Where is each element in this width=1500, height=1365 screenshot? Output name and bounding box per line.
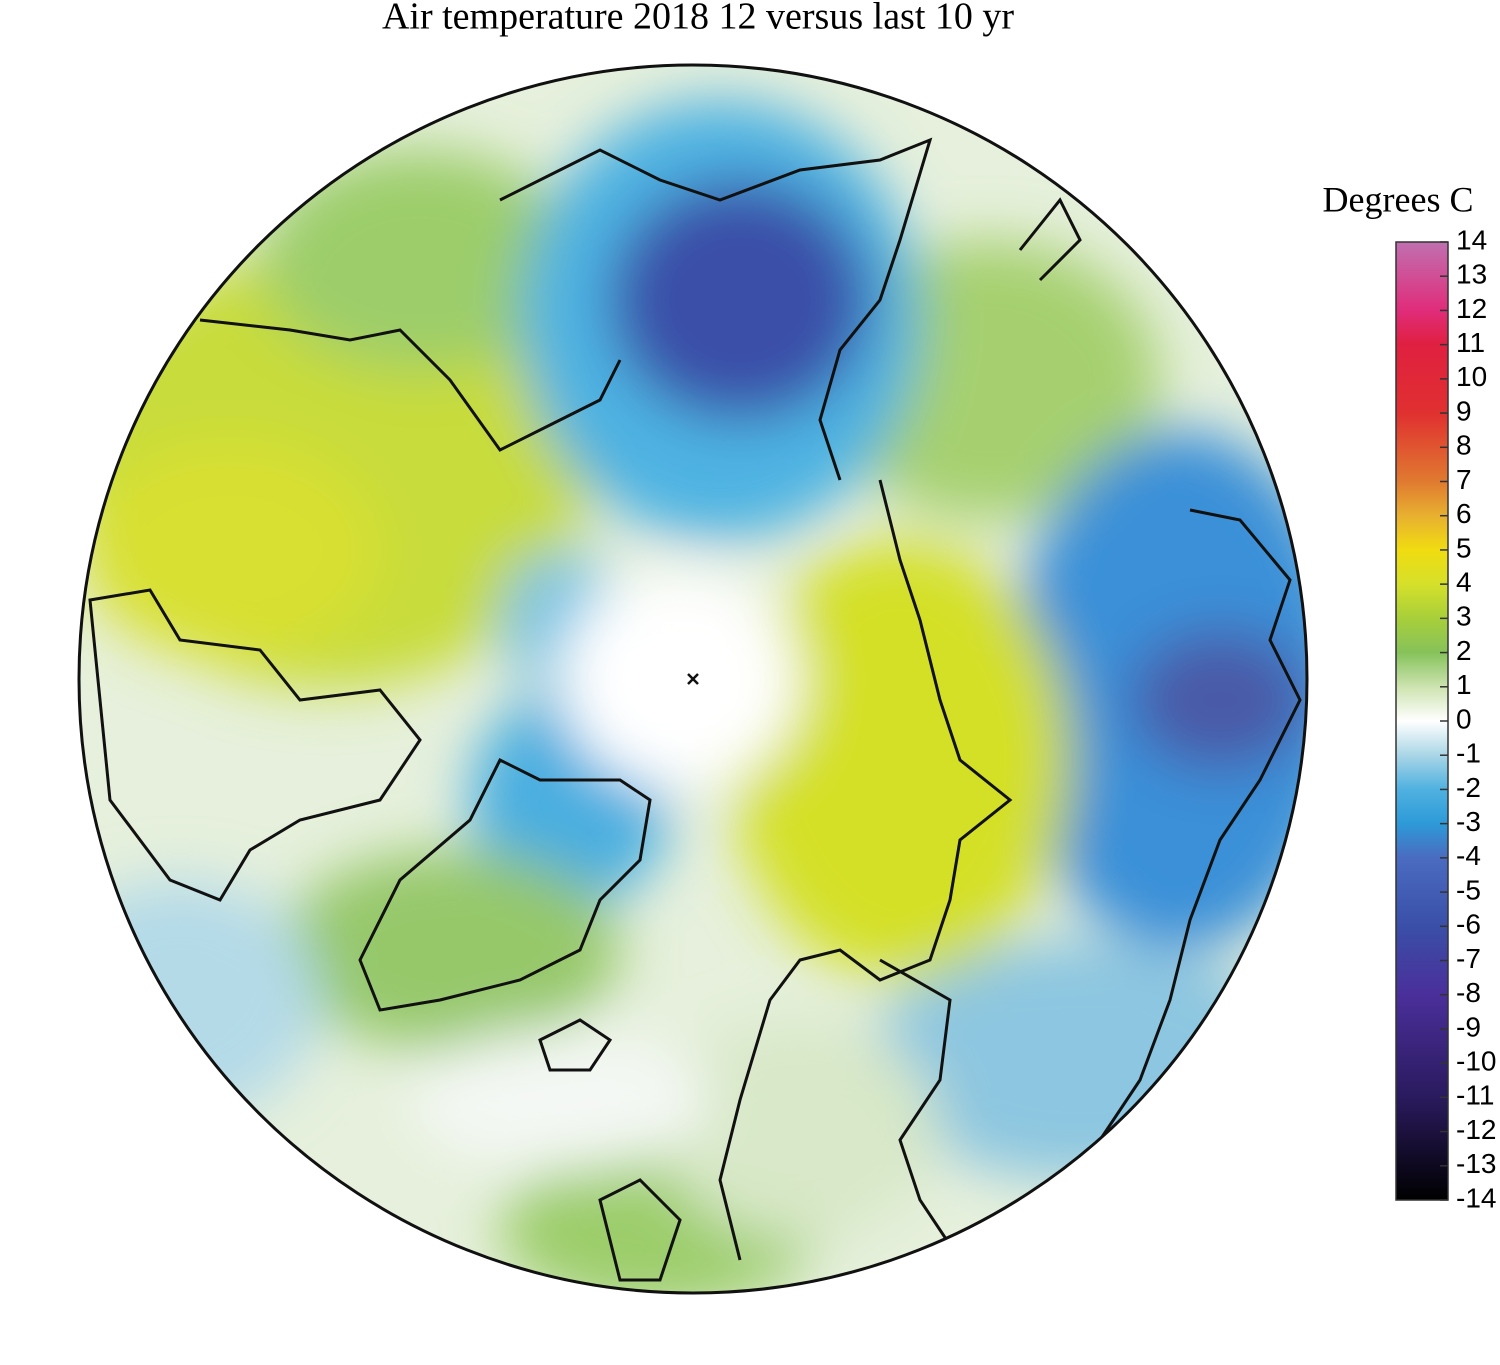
colorbar-tick-label: 9 bbox=[1456, 395, 1472, 426]
colorbar-tick-label: -1 bbox=[1456, 738, 1481, 769]
colorbar-tick-label: -10 bbox=[1456, 1046, 1496, 1077]
colorbar-tick-label: -5 bbox=[1456, 874, 1481, 905]
colorbar-tick-label: -2 bbox=[1456, 772, 1481, 803]
colorbar-tick-label: 4 bbox=[1456, 567, 1472, 598]
map-border bbox=[77, 63, 1309, 1295]
colorbar-tick-label: 0 bbox=[1456, 703, 1472, 734]
colorbar-tick-label: 14 bbox=[1456, 224, 1487, 255]
colorbar-tick-label: 1 bbox=[1456, 669, 1472, 700]
colorbar-tick-label: 2 bbox=[1456, 635, 1472, 666]
colorbar-tick-label: -3 bbox=[1456, 806, 1481, 837]
colorbar-tick-label: -9 bbox=[1456, 1011, 1481, 1042]
colorbar-tick-label: 12 bbox=[1456, 293, 1487, 324]
pole-marker bbox=[687, 673, 699, 685]
colorbar-tick-label: -7 bbox=[1456, 943, 1481, 974]
colorbar-tick-label: 7 bbox=[1456, 464, 1472, 495]
colorbar-tick-label: -12 bbox=[1456, 1114, 1496, 1145]
colorbar-tick-label: -14 bbox=[1456, 1182, 1496, 1213]
title: Air temperature 2018 12 versus last 10 y… bbox=[382, 0, 1014, 38]
colorbar-tick-label: -8 bbox=[1456, 977, 1481, 1008]
colorbar-tick-label: 3 bbox=[1456, 601, 1472, 632]
colorbar-tick-label: 8 bbox=[1456, 430, 1472, 461]
colorbar-tick-label: 6 bbox=[1456, 498, 1472, 529]
colorbar-tick-label: 13 bbox=[1456, 259, 1487, 290]
colorbar-tick-label: -6 bbox=[1456, 909, 1481, 940]
anomaly-field bbox=[79, 65, 1307, 1293]
colorbar-tick-label: -11 bbox=[1456, 1080, 1494, 1111]
colorbar-tick-label: 5 bbox=[1456, 532, 1472, 563]
colorbar-tick-label: 11 bbox=[1456, 327, 1485, 358]
colorbar-tick-label: 10 bbox=[1456, 361, 1487, 392]
colorbar-tick-label: -13 bbox=[1456, 1148, 1496, 1179]
colorbar-tick-label: -4 bbox=[1456, 840, 1481, 871]
coastlines bbox=[88, 137, 1302, 1282]
colorbar-label: Degrees C bbox=[1323, 179, 1474, 219]
